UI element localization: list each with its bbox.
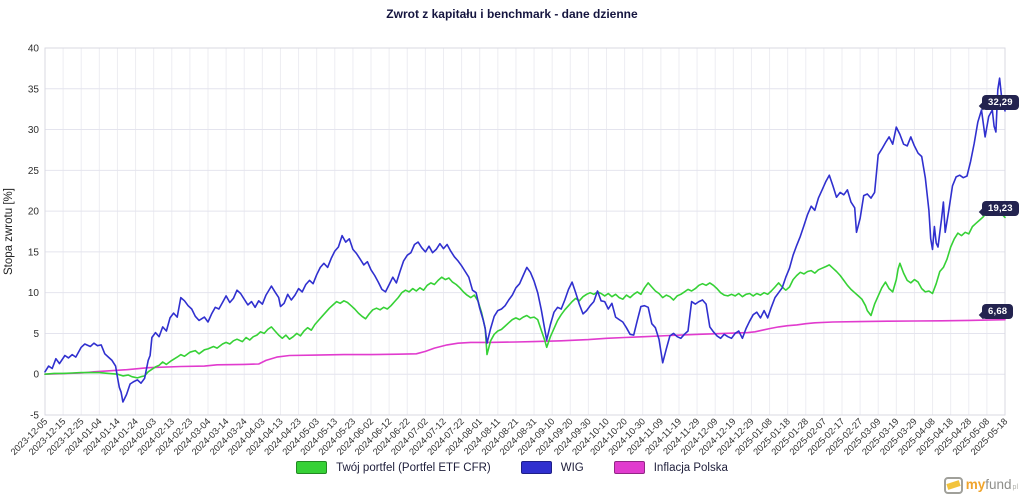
legend-label-portfolio: Twój portfel (Portfel ETF CFR) — [336, 461, 491, 474]
y-tick-label: 40 — [28, 44, 40, 55]
y-tick-label: 25 — [28, 166, 40, 177]
y-tick-label: 10 — [28, 288, 40, 299]
y-tick-label: 0 — [33, 370, 39, 381]
series-line-portfolio — [44, 209, 1006, 379]
y-tick-label: 30 — [28, 125, 40, 136]
series-line-inflation — [44, 318, 1006, 376]
myfund-logo-icon — [943, 477, 963, 494]
myfund-logo[interactable]: my fund pl — [943, 477, 1018, 494]
logo-text-fund: fund — [985, 477, 1012, 492]
y-tick-label: 15 — [28, 247, 40, 258]
legend-item-wig[interactable]: WIG — [520, 461, 584, 474]
legend-label-inflation: Inflacja Polska — [653, 461, 728, 474]
logo-text-suffix: pl — [1012, 484, 1018, 491]
chart-title: Zwrot z kapitału i benchmark - dane dzie… — [386, 7, 638, 21]
end-value-label-portfolio: 19,23 — [982, 201, 1019, 217]
y-tick-label: -5 — [30, 411, 39, 422]
legend-item-inflation[interactable]: Inflacja Polska — [613, 461, 728, 474]
y-tick-label: 35 — [28, 84, 40, 95]
end-value-label-wig: 32,29 — [982, 94, 1019, 110]
inflation-swatch — [613, 461, 645, 474]
series-line-wig — [44, 77, 1006, 403]
legend-item-portfolio[interactable]: Twój portfel (Portfel ETF CFR) — [296, 461, 491, 474]
plot-border — [44, 47, 1006, 416]
end-value-label-inflation: 6,68 — [982, 303, 1014, 319]
portfolio-swatch — [296, 461, 328, 474]
y-tick-label: 20 — [28, 207, 40, 218]
y-tick-label: 5 — [33, 329, 39, 340]
legend-label-wig: WIG — [560, 461, 584, 474]
wig-swatch — [520, 461, 552, 474]
legend: Twój portfel (Portfel ETF CFR) WIG Infla… — [0, 461, 1024, 474]
logo-text-my: my — [965, 477, 986, 492]
